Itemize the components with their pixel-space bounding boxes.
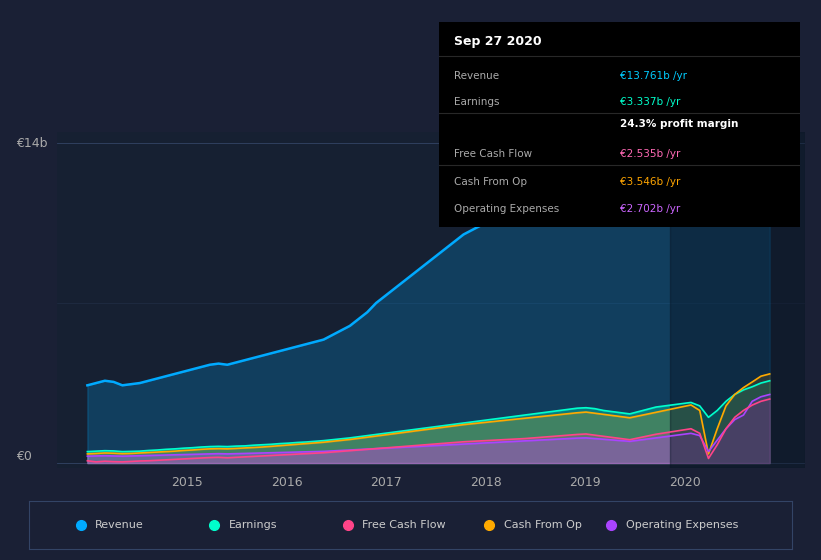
Text: Cash From Op: Cash From Op: [454, 177, 527, 186]
Text: Operating Expenses: Operating Expenses: [626, 520, 738, 530]
Text: Revenue: Revenue: [454, 72, 499, 81]
Text: €13.761b /yr: €13.761b /yr: [620, 72, 687, 81]
Text: Revenue: Revenue: [95, 520, 144, 530]
Text: 24.3% profit margin: 24.3% profit margin: [620, 119, 738, 129]
Text: €0: €0: [16, 450, 32, 463]
Text: €14b: €14b: [16, 137, 48, 150]
Text: Earnings: Earnings: [454, 97, 499, 107]
Text: Free Cash Flow: Free Cash Flow: [362, 520, 446, 530]
Text: Sep 27 2020: Sep 27 2020: [454, 35, 541, 48]
Text: €2.535b /yr: €2.535b /yr: [620, 149, 681, 159]
Text: €2.702b /yr: €2.702b /yr: [620, 204, 680, 214]
Text: Operating Expenses: Operating Expenses: [454, 204, 559, 214]
Bar: [670, 132, 805, 468]
Text: €3.546b /yr: €3.546b /yr: [620, 177, 681, 186]
Text: Earnings: Earnings: [229, 520, 277, 530]
Text: €3.337b /yr: €3.337b /yr: [620, 97, 681, 107]
Text: Free Cash Flow: Free Cash Flow: [454, 149, 532, 159]
Text: Cash From Op: Cash From Op: [503, 520, 581, 530]
